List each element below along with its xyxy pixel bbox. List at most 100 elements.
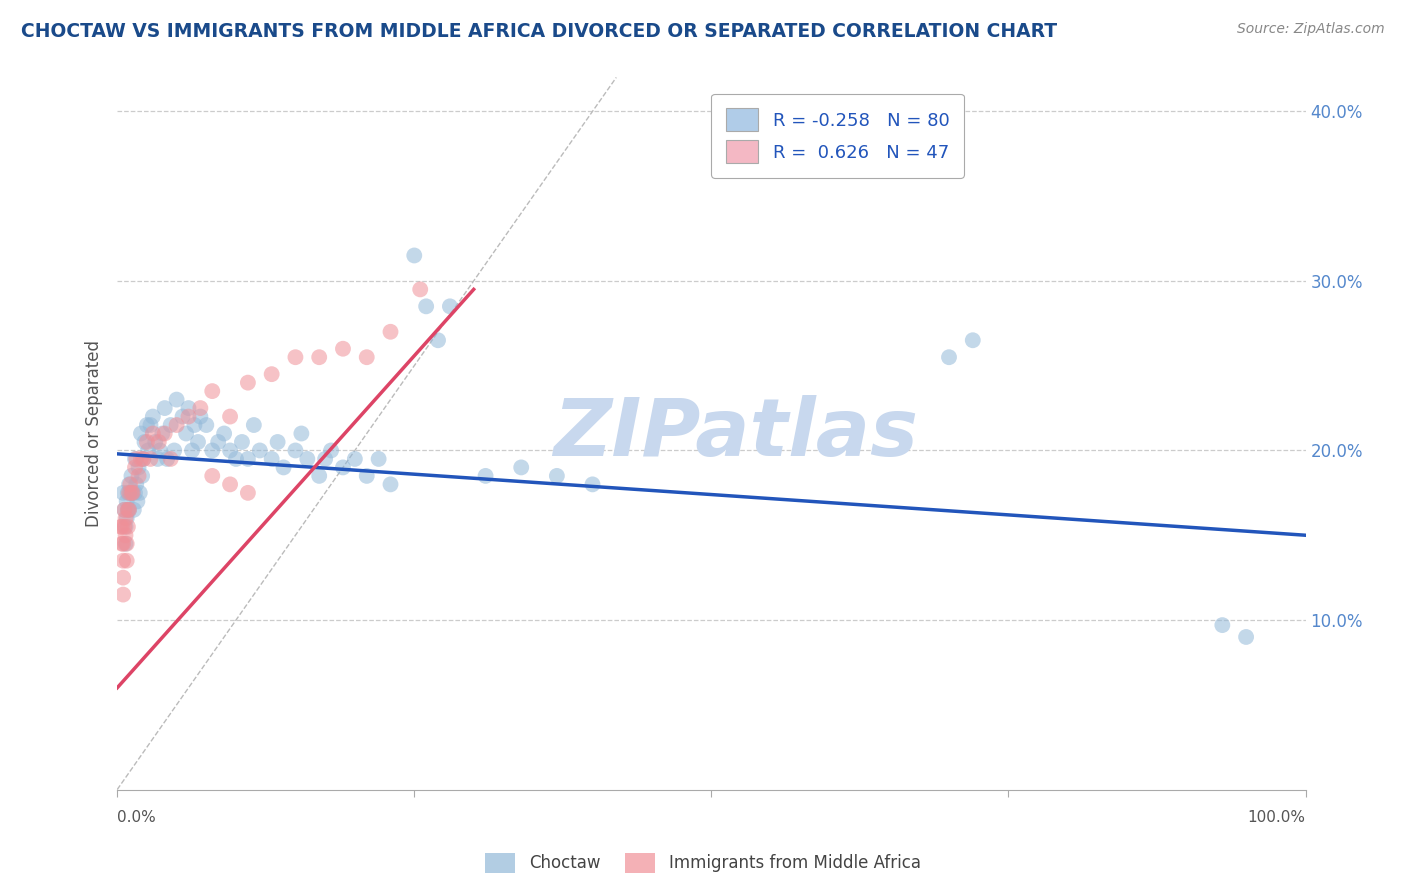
- Point: [142, 409, 165, 424]
- Point: [112, 537, 135, 551]
- Point: [125, 452, 148, 467]
- Point: [132, 452, 155, 467]
- Point: [174, 426, 197, 441]
- Point: [132, 452, 155, 467]
- Point: [128, 469, 150, 483]
- Point: [356, 350, 378, 364]
- Point: [367, 452, 389, 467]
- Point: [219, 477, 242, 491]
- Point: [117, 503, 139, 517]
- Point: [115, 494, 138, 508]
- Point: [121, 486, 143, 500]
- Point: [249, 443, 271, 458]
- Legend: R = -0.258   N = 80, R =  0.626   N = 47: R = -0.258 N = 80, R = 0.626 N = 47: [711, 94, 963, 178]
- Point: [124, 452, 146, 467]
- Point: [114, 511, 136, 525]
- Point: [243, 417, 266, 432]
- Point: [135, 417, 157, 432]
- Point: [260, 367, 283, 381]
- Text: 0.0%: 0.0%: [117, 810, 156, 824]
- Point: [136, 443, 159, 458]
- Point: [131, 469, 153, 483]
- Point: [115, 554, 138, 568]
- Point: [236, 452, 259, 467]
- Point: [121, 486, 143, 500]
- Point: [308, 350, 330, 364]
- Point: [122, 503, 145, 517]
- Point: [172, 409, 194, 424]
- Point: [163, 443, 186, 458]
- Text: Source: ZipAtlas.com: Source: ZipAtlas.com: [1237, 22, 1385, 37]
- Point: [118, 486, 141, 500]
- Point: [308, 469, 330, 483]
- Point: [128, 486, 150, 500]
- Point: [290, 426, 312, 441]
- Point: [166, 417, 188, 432]
- Point: [115, 511, 138, 525]
- Point: [139, 417, 162, 432]
- Point: [124, 486, 146, 500]
- Point: [181, 443, 204, 458]
- Point: [474, 469, 496, 483]
- Point: [149, 443, 172, 458]
- Point: [153, 426, 176, 441]
- Point: [112, 554, 135, 568]
- Point: [212, 426, 235, 441]
- Point: [219, 443, 242, 458]
- Point: [112, 571, 135, 585]
- Point: [134, 434, 156, 449]
- Point: [114, 520, 136, 534]
- Point: [201, 469, 224, 483]
- Point: [236, 486, 259, 500]
- Point: [112, 520, 135, 534]
- Point: [125, 477, 148, 491]
- Point: [319, 443, 342, 458]
- Point: [260, 452, 283, 467]
- Point: [111, 520, 134, 534]
- Point: [112, 588, 135, 602]
- Point: [127, 494, 149, 508]
- Point: [146, 452, 169, 467]
- Point: [284, 350, 307, 364]
- Point: [1234, 630, 1257, 644]
- Point: [142, 426, 165, 441]
- Point: [207, 434, 229, 449]
- Point: [266, 434, 288, 449]
- Point: [356, 469, 378, 483]
- Point: [201, 384, 224, 398]
- Point: [546, 469, 568, 483]
- Text: ZIPatlas: ZIPatlas: [553, 394, 918, 473]
- Point: [314, 452, 336, 467]
- Point: [284, 443, 307, 458]
- Point: [112, 503, 135, 517]
- Point: [112, 486, 135, 500]
- Point: [166, 392, 188, 407]
- Point: [110, 520, 132, 534]
- Point: [938, 350, 960, 364]
- Point: [1211, 618, 1233, 632]
- Point: [187, 434, 209, 449]
- Point: [129, 426, 152, 441]
- Point: [510, 460, 533, 475]
- Point: [380, 325, 402, 339]
- Point: [114, 537, 136, 551]
- Point: [177, 401, 200, 415]
- Point: [177, 409, 200, 424]
- Point: [273, 460, 295, 475]
- Point: [128, 460, 150, 475]
- Point: [120, 469, 142, 483]
- Point: [159, 417, 181, 432]
- Point: [404, 248, 426, 262]
- Point: [135, 434, 157, 449]
- Point: [439, 299, 461, 313]
- Point: [409, 282, 432, 296]
- Point: [120, 477, 142, 491]
- Y-axis label: Divorced or Separated: Divorced or Separated: [86, 340, 103, 527]
- Point: [124, 460, 146, 475]
- Point: [156, 452, 179, 467]
- Point: [117, 503, 139, 517]
- Point: [120, 486, 142, 500]
- Point: [115, 537, 138, 551]
- Point: [332, 460, 354, 475]
- Point: [297, 452, 319, 467]
